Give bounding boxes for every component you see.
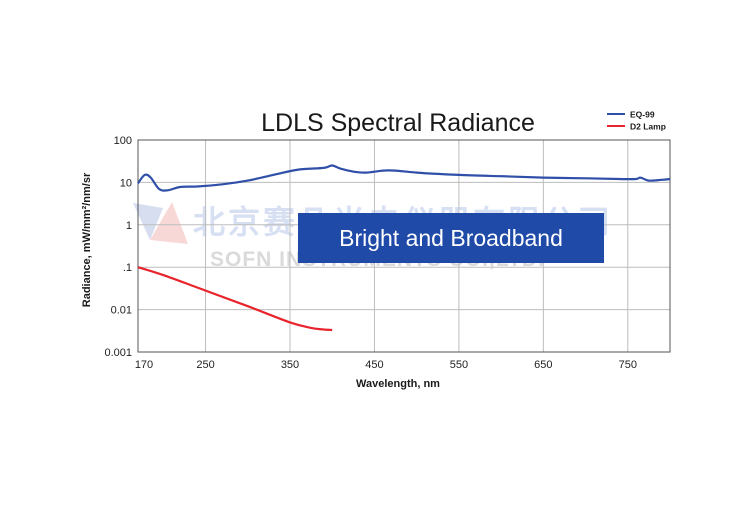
x-tick-label: 550 [450, 359, 468, 371]
y-tick-label: 0.001 [104, 347, 132, 359]
x-tick-label: 750 [619, 359, 637, 371]
y-tick-label: 0.01 [111, 305, 132, 317]
x-tick-label: 650 [534, 359, 552, 371]
legend: EQ-99 D2 Lamp [607, 110, 666, 132]
eq-99-series-line [137, 164, 671, 192]
y-tick-label: .1 [123, 262, 132, 274]
x-tick-label: 250 [196, 359, 214, 371]
x-axis-ticks: 170 250 350 450 550 650 750 [135, 359, 637, 371]
x-tick-label: 170 [135, 359, 153, 371]
annotation-text: Bright and Broadband [339, 225, 563, 251]
watermark-logo-left-icon [133, 203, 163, 240]
legend-label-eq-99: EQ-99 [630, 110, 655, 120]
d2-lamp-series-line [137, 266, 333, 332]
x-tick-label: 350 [281, 359, 299, 371]
series-layer [137, 164, 671, 332]
x-tick-label: 450 [365, 359, 383, 371]
y-axis-ticks: 100 10 1 .1 0.01 0.001 [104, 135, 132, 359]
chart-title: LDLS Spectral Radiance [261, 109, 535, 137]
legend-label-d2-lamp: D2 Lamp [630, 122, 666, 132]
x-axis-label: Wavelength, nm [356, 378, 440, 390]
y-tick-label: 10 [120, 177, 132, 189]
y-axis-label: Radiance, mW/mm²/nm/sr [81, 172, 93, 307]
y-tick-label: 100 [114, 135, 132, 147]
plot-frame [137, 139, 671, 353]
annotation-box [298, 213, 604, 263]
watermark-logo-right-icon [150, 202, 188, 244]
y-tick-label: 1 [126, 220, 132, 232]
